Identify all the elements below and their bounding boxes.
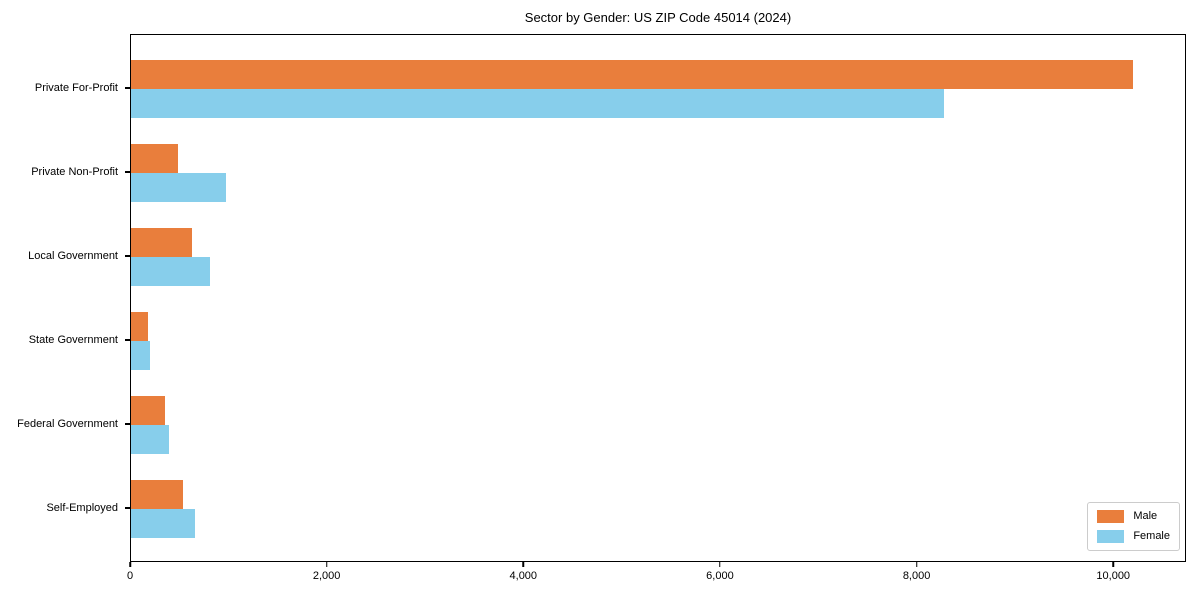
male-bar [131,144,178,173]
bar-group [131,131,1185,215]
male-bar [131,228,192,257]
y-axis: Private For-Profit Private Non-Profit Loca… [0,34,130,562]
y-tick-mark [125,255,130,257]
female-bar [131,341,151,370]
category-label: Federal Government [17,418,118,430]
female-bar [131,425,170,454]
y-tick-mark [125,507,130,509]
bar-group [131,467,1185,551]
bar-group [131,299,1185,383]
category-label: State Government [28,334,118,346]
y-tick-mark [125,171,130,173]
x-tick-label: 10,000 [1096,570,1131,582]
bar-rows [131,47,1185,551]
male-bar [131,480,183,509]
x-tick-mark [325,562,328,567]
legend: Male Female [1087,502,1180,551]
x-tick-mark [915,562,918,567]
chart-title: Sector by Gender: US ZIP Code 45014 (202… [524,10,792,25]
category-label: Self-Employed [46,502,118,514]
bar-group [131,47,1185,131]
x-tick-mark [129,562,131,567]
x-tick-label: 6,000 [706,570,734,582]
category-label: Private For-Profit [34,82,118,94]
legend-entry-male: Male [1097,510,1170,523]
x-tick-label: 4,000 [509,570,538,582]
x-axis: 0 2,000 4,000 6,000 8,000 10,000 [126,562,1186,592]
male-bar [131,396,166,425]
x-tick-mark [522,562,525,567]
female-bar [131,257,210,286]
category-label: Local Government [28,250,118,262]
female-bar [131,89,944,118]
y-tick-mark [125,339,130,341]
legend-label: Female [1133,530,1170,542]
x-tick-label: 2,000 [312,570,341,582]
legend-entry-female: Female [1097,530,1170,543]
bar-group [131,383,1185,467]
male-swatch-icon [1097,510,1125,523]
x-tick-label: 0 [126,570,134,582]
x-tick-mark [719,562,721,567]
female-bar [131,173,226,202]
plot-area: Male Female [130,34,1186,562]
legend-label: Male [1133,510,1158,522]
bar-group [131,215,1185,299]
female-bar [131,509,195,538]
x-tick-mark [1112,562,1114,567]
category-label: Private Non-Profit [31,166,118,178]
male-bar [131,60,1133,89]
y-tick-mark [125,423,130,425]
x-tick-label: 8,000 [902,570,931,582]
female-swatch-icon [1097,530,1125,543]
y-tick-mark [125,87,130,89]
male-bar [131,312,148,341]
